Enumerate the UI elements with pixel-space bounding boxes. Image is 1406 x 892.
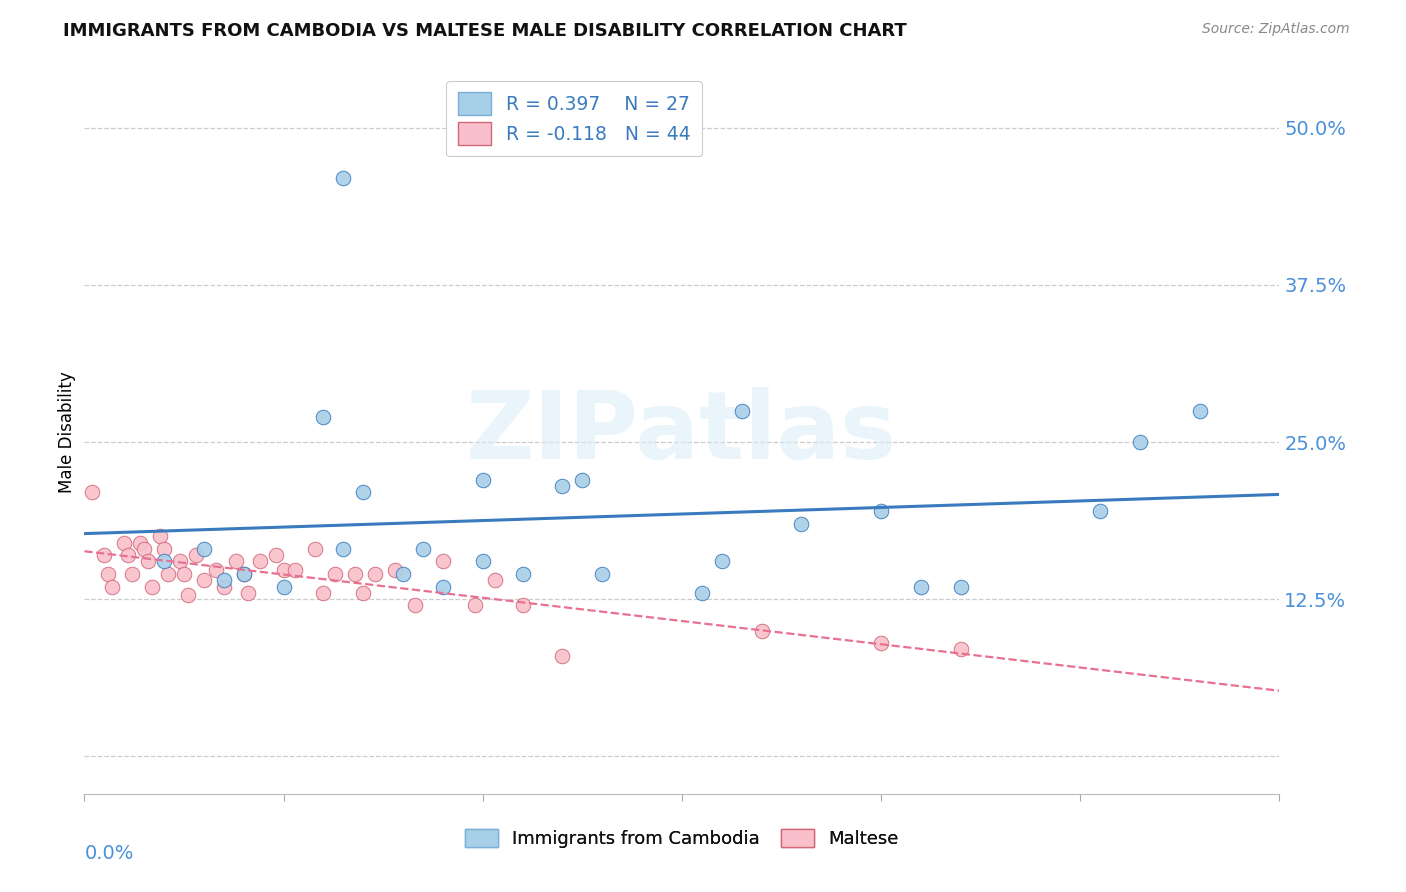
Point — [264, 548, 287, 562]
Point — [332, 171, 354, 186]
Point — [1188, 403, 1211, 417]
Point — [432, 554, 454, 568]
Point — [384, 563, 406, 577]
Point — [344, 566, 367, 581]
Point — [249, 554, 271, 568]
Text: 0.0%: 0.0% — [84, 845, 134, 863]
Point — [471, 473, 494, 487]
Point — [591, 566, 613, 581]
Point — [790, 516, 813, 531]
Point — [404, 599, 426, 613]
Point — [1090, 504, 1112, 518]
Point — [273, 563, 295, 577]
Point — [364, 566, 387, 581]
Point — [512, 599, 534, 613]
Point — [325, 566, 347, 581]
Point — [731, 403, 754, 417]
Point — [710, 554, 733, 568]
Point — [412, 541, 434, 556]
Point — [432, 580, 454, 594]
Point — [1129, 435, 1152, 450]
Point — [352, 485, 374, 500]
Point — [132, 541, 156, 556]
Point — [571, 473, 593, 487]
Legend: Immigrants from Cambodia, Maltese: Immigrants from Cambodia, Maltese — [456, 820, 908, 857]
Point — [173, 566, 195, 581]
Text: Source: ZipAtlas.com: Source: ZipAtlas.com — [1202, 22, 1350, 37]
Point — [870, 504, 893, 518]
Point — [205, 563, 228, 577]
Point — [392, 566, 415, 581]
Point — [332, 541, 354, 556]
Point — [870, 636, 893, 650]
Point — [236, 586, 259, 600]
Point — [551, 479, 574, 493]
Point — [157, 566, 180, 581]
Point — [949, 580, 972, 594]
Point — [97, 566, 120, 581]
Point — [212, 580, 235, 594]
Point — [484, 574, 506, 588]
Point — [141, 580, 163, 594]
Point — [464, 599, 486, 613]
Point — [910, 580, 932, 594]
Point — [169, 554, 191, 568]
Point — [690, 586, 713, 600]
Point — [149, 529, 172, 543]
Point — [129, 535, 152, 549]
Point — [153, 541, 176, 556]
Point — [212, 574, 235, 588]
Text: ZIPatlas: ZIPatlas — [467, 386, 897, 479]
Point — [136, 554, 159, 568]
Point — [225, 554, 247, 568]
Point — [352, 586, 374, 600]
Point — [193, 541, 215, 556]
Point — [93, 548, 115, 562]
Point — [949, 642, 972, 657]
Point — [284, 563, 307, 577]
Point — [177, 588, 200, 602]
Point — [153, 554, 176, 568]
Point — [121, 566, 143, 581]
Point — [551, 648, 574, 663]
Point — [184, 548, 207, 562]
Point — [751, 624, 773, 638]
Point — [232, 566, 254, 581]
Point — [304, 541, 326, 556]
Point — [273, 580, 295, 594]
Point — [232, 566, 254, 581]
Point — [117, 548, 139, 562]
Point — [312, 409, 335, 424]
Point — [112, 535, 135, 549]
Point — [512, 566, 534, 581]
Point — [101, 580, 124, 594]
Text: IMMIGRANTS FROM CAMBODIA VS MALTESE MALE DISABILITY CORRELATION CHART: IMMIGRANTS FROM CAMBODIA VS MALTESE MALE… — [63, 22, 907, 40]
Point — [471, 554, 494, 568]
Point — [82, 485, 104, 500]
Y-axis label: Male Disability: Male Disability — [58, 372, 76, 493]
Point — [312, 586, 335, 600]
Point — [193, 574, 215, 588]
